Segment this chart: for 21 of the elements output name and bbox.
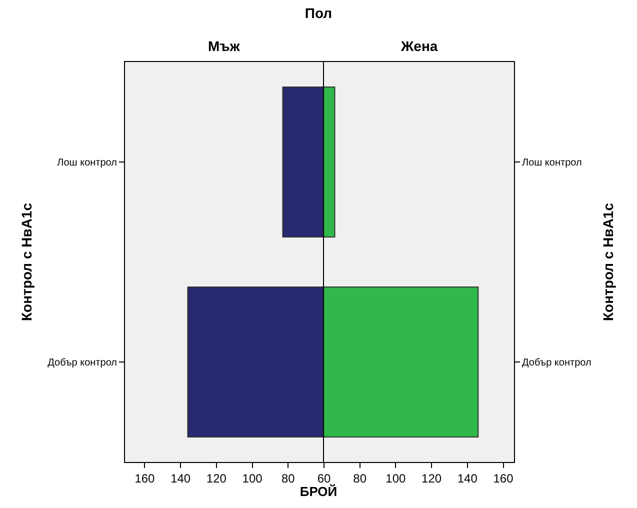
- x-tick-label: 100: [242, 471, 263, 486]
- y-tick-label: Лош контрол: [57, 158, 118, 168]
- chart-title: Пол: [304, 5, 334, 21]
- x-tick-label: 160: [493, 471, 514, 486]
- y-tick-label: Лош контрол: [522, 158, 582, 168]
- y-tick-label: Добър контрол: [522, 358, 592, 368]
- chart-subtitle: Мъж: [208, 38, 241, 54]
- y-axis-title: Контрол с НвА1с: [18, 202, 34, 322]
- x-tick-label: 140: [457, 471, 478, 486]
- x-tick-label: 120: [206, 471, 227, 486]
- x-tick-label: 80: [281, 471, 296, 486]
- x-axis-title: БРОЙ: [298, 484, 338, 499]
- x-tick-label: 160: [134, 471, 156, 486]
- x-tick-label: 80: [353, 471, 367, 486]
- x-tick-label: 120: [422, 471, 442, 486]
- y-axis-title: Контрол с НвА1с: [600, 202, 616, 322]
- x-tick-label: 100: [386, 471, 406, 486]
- x-tick-label: 140: [170, 471, 191, 486]
- y-tick-label: Добър контрол: [48, 358, 118, 368]
- chart-subtitle: Жена: [400, 38, 438, 54]
- x-tick-label: 60: [317, 471, 331, 486]
